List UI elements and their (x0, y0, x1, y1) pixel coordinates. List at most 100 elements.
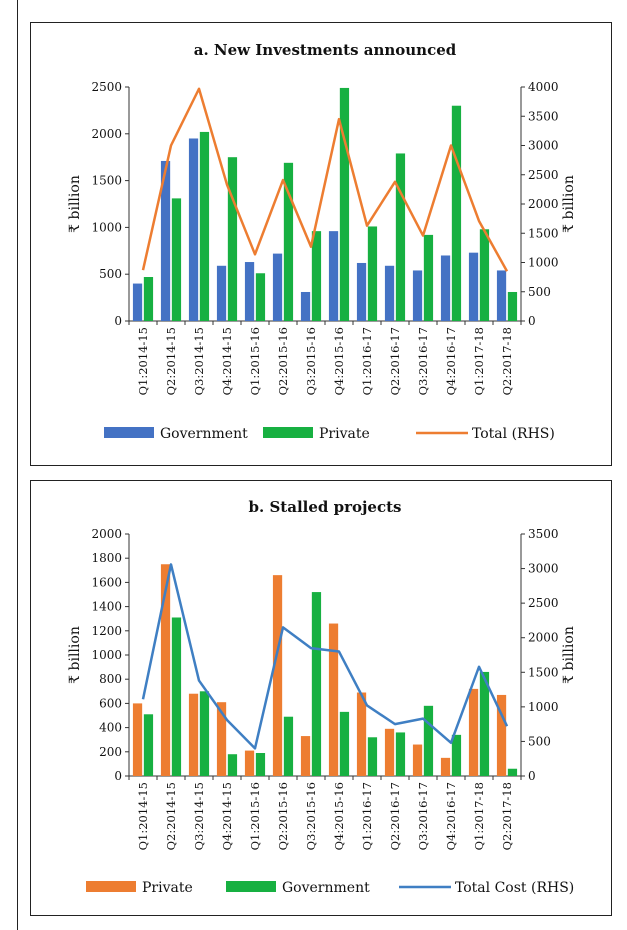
bar-government (227, 754, 238, 776)
legend-label-private: Private (142, 880, 193, 896)
legend-label-government: Government (160, 426, 248, 442)
y2-axis-label: ₹ billion (561, 626, 577, 684)
left-tick-label: 400 (99, 721, 122, 735)
right-tick-label: 3500 (528, 527, 559, 541)
right-tick-label: 2000 (528, 197, 559, 211)
bar-private (507, 291, 518, 321)
bar-government (468, 252, 479, 321)
left-tick-label: 2500 (91, 80, 122, 94)
left-tick-label: 1500 (91, 174, 122, 188)
left-tick-label: 1800 (91, 551, 122, 565)
x-tick-label: Q1:2014-15 (136, 327, 150, 395)
bar-private (440, 757, 451, 776)
left-tick-label: 0 (114, 769, 122, 783)
right-tick-label: 1500 (528, 665, 559, 679)
bar-private (423, 234, 434, 321)
left-tick-label: 500 (99, 267, 122, 281)
right-tick-label: 0 (528, 769, 536, 783)
right-tick-label: 2500 (528, 596, 559, 610)
bar-government (272, 253, 283, 321)
bar-government (367, 737, 378, 776)
bar-private (216, 702, 227, 776)
bar-government (143, 714, 154, 776)
bar-private (300, 736, 311, 776)
x-tick-label: Q4:2016-17 (444, 782, 458, 850)
x-tick-label: Q4:2016-17 (444, 327, 458, 395)
chart-stalled-projects: b. Stalled projects 0 200 400 600 800 1000 1200… (67, 498, 577, 896)
line-series-total-rhs- (141, 87, 509, 272)
x-tick-label: Q4:2015-16 (332, 327, 346, 395)
bar-government (283, 716, 294, 776)
left-tick-label: 2000 (91, 127, 122, 141)
bar-government (496, 270, 507, 321)
x-tick-label: Q3:2014-15 (192, 327, 206, 395)
x-tick-label: Q3:2016-17 (416, 782, 430, 850)
bar-government (395, 732, 406, 776)
bar-private (395, 153, 406, 321)
legend-label-private: Private (319, 426, 370, 442)
bar-private (468, 688, 479, 776)
legend-label-total-rhs-: Total (RHS) (472, 426, 555, 442)
legend-swatch-private (263, 427, 313, 438)
bar-private (367, 226, 378, 321)
bar-government (451, 734, 462, 776)
bar-government (132, 283, 143, 321)
x-tick-label: Q3:2014-15 (192, 782, 206, 850)
bar-private (132, 703, 143, 776)
x-tick-label: Q1:2015-16 (248, 782, 262, 850)
right-tick-label: 2000 (528, 631, 559, 645)
left-tick-label: 1600 (91, 575, 122, 589)
x-tick-label: Q1:2017-18 (472, 327, 486, 395)
x-tick-label: Q4:2014-15 (220, 327, 234, 395)
bar-private (143, 277, 154, 321)
bar-private (227, 157, 238, 321)
bar-government (171, 617, 182, 776)
x-tick-label: Q3:2015-16 (304, 782, 318, 850)
right-tick-label: 0 (528, 314, 536, 328)
x-tick-label: Q4:2015-16 (332, 782, 346, 850)
bar-government (199, 691, 210, 776)
x-tick-label: Q1:2016-17 (360, 782, 374, 850)
x-tick-label: Q3:2015-16 (304, 327, 318, 395)
x-tick-label: Q2:2014-15 (164, 782, 178, 850)
x-tick-label: Q1:2017-18 (472, 782, 486, 850)
x-tick-label: Q2:2015-16 (276, 782, 290, 850)
bar-private (160, 564, 171, 776)
chart-new-investments: a. New Investments announced 0 500 1000 1500… (67, 41, 577, 442)
bar-private (255, 273, 266, 321)
chart-title: a. New Investments announced (194, 41, 457, 59)
x-tick-label: Q2:2015-16 (276, 327, 290, 395)
left-tick-label: 800 (99, 672, 122, 686)
legend-swatch-private (86, 881, 136, 892)
right-tick-label: 500 (528, 734, 551, 748)
right-tick-label: 1500 (528, 226, 559, 240)
bar-private (412, 744, 423, 776)
bar-government (384, 265, 395, 321)
right-tick-label: 500 (528, 285, 551, 299)
bar-private (356, 692, 367, 776)
bar-private (244, 750, 255, 776)
bar-private (339, 87, 350, 321)
bar-government (423, 705, 434, 776)
line-series-total-cost-rhs- (141, 563, 509, 750)
x-tick-label: Q2:2017-18 (500, 782, 514, 850)
legend-label-government: Government (282, 880, 370, 896)
bar-government (356, 262, 367, 321)
bar-private (188, 693, 199, 776)
left-tick-label: 600 (99, 696, 122, 710)
right-tick-label: 4000 (528, 80, 559, 94)
y2-axis-label: ₹ billion (561, 175, 577, 233)
bar-government (440, 255, 451, 321)
bar-government (479, 671, 490, 776)
bar-government (160, 160, 171, 321)
bar-private (384, 728, 395, 776)
left-tick-label: 1000 (91, 648, 122, 662)
x-tick-label: Q3:2016-17 (416, 327, 430, 395)
page-margin-rule (17, 0, 18, 930)
bar-government (412, 270, 423, 321)
bar-government (300, 291, 311, 321)
y-axis-label: ₹ billion (67, 175, 83, 233)
y-axis-label: ₹ billion (67, 626, 83, 684)
right-tick-label: 3500 (528, 109, 559, 123)
bar-government (216, 265, 227, 321)
